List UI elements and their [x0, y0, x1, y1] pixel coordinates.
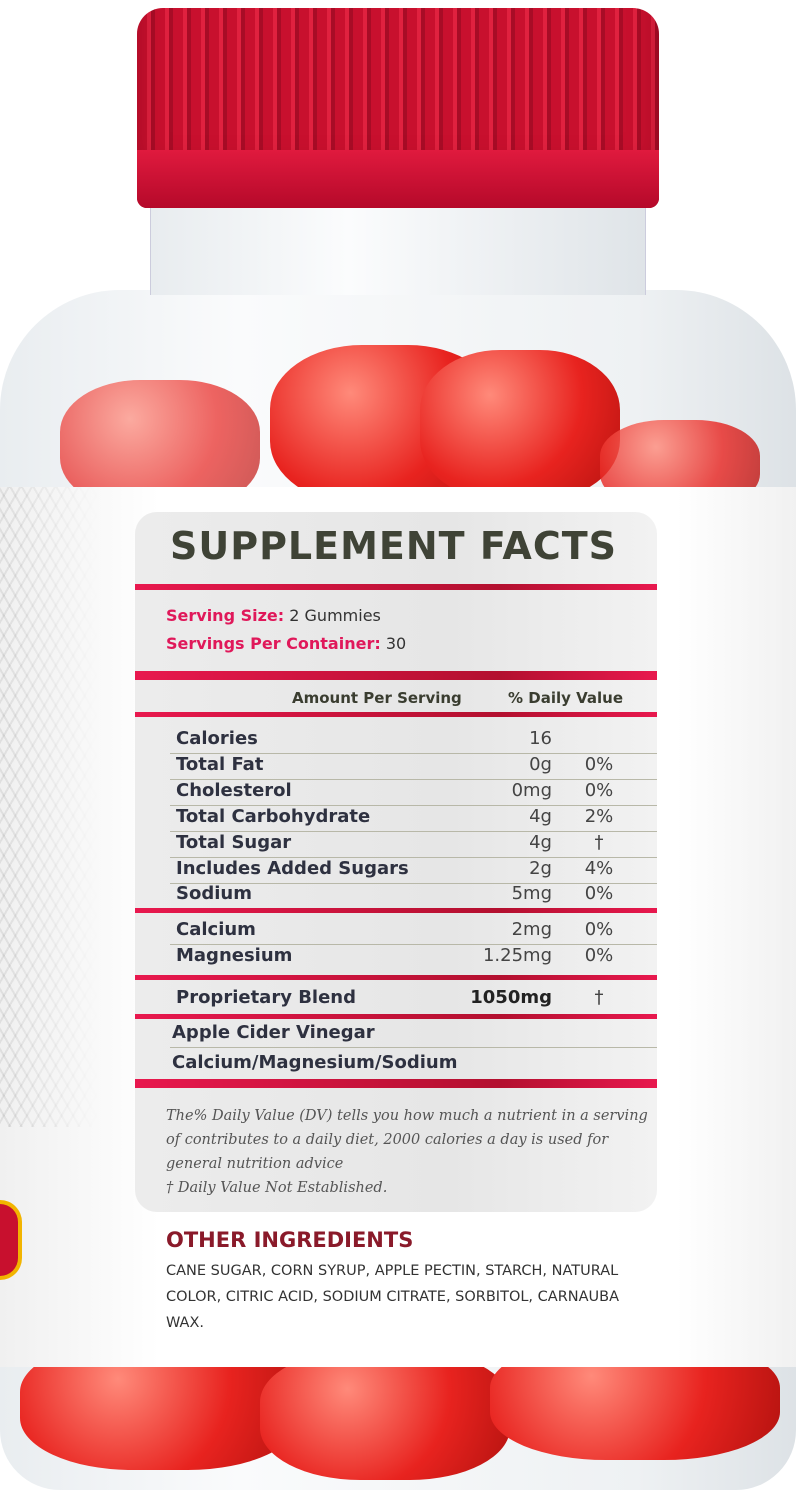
dv-header: % Daily Value: [508, 689, 624, 707]
nutrient-amount: 5mg: [511, 883, 552, 904]
nutrient-name: Apple Cider Vinegar: [172, 1022, 375, 1043]
amount-header: Amount Per Serving: [292, 689, 462, 707]
nutrient-dv: †: [594, 987, 604, 1008]
other-ingredients-heading: OTHER INGREDIENTS: [166, 1228, 414, 1252]
dv-footnote: The% Daily Value (DV) tells you how much…: [166, 1108, 648, 1172]
row-separator: [170, 831, 657, 832]
dagger-note: † Daily Value Not Established.: [166, 1180, 388, 1196]
nutrient-amount: 0mg: [511, 780, 552, 801]
nutrient-dv: 0%: [584, 919, 614, 940]
panel-title: SUPPLEMENT FACTS: [170, 524, 618, 568]
facts-row: Cholesterol 0mg 0%: [176, 780, 636, 806]
facts-row: Calories 16: [176, 728, 636, 754]
nutrient-dv: 2%: [584, 806, 614, 827]
nutrient-dv: 0%: [584, 754, 614, 775]
divider: [135, 1014, 657, 1019]
nutrient-amount: 2g: [529, 858, 552, 879]
servings-per-container: Servings Per Container: 30: [166, 634, 406, 653]
nutrient-amount: 16: [529, 728, 552, 749]
row-separator: [170, 1047, 657, 1048]
nutrient-name: Proprietary Blend: [176, 987, 356, 1008]
serving-size-label: Serving Size:: [166, 606, 285, 625]
nutrient-name: Total Fat: [176, 754, 264, 775]
nutrient-name: Calcium: [176, 919, 256, 940]
supplement-facts-panel: [135, 512, 657, 1212]
nutrient-dv: 0%: [584, 780, 614, 801]
nutrient-dv: 0%: [584, 883, 614, 904]
nutrient-name: Magnesium: [176, 945, 293, 966]
facts-row: Proprietary Blend 1050mg †: [176, 987, 636, 1013]
divider: [135, 1079, 657, 1088]
divider: [135, 712, 657, 717]
divider: [135, 671, 657, 680]
row-separator: [170, 779, 657, 780]
nutrient-name: Sodium: [176, 883, 252, 904]
nutrient-amount: 1.25mg: [482, 945, 552, 966]
gummy: [420, 350, 620, 500]
servings-value: 30: [385, 634, 407, 653]
other-ingredients-text: CANE SUGAR, CORN SYRUP, APPLE PECTIN, ST…: [166, 1263, 620, 1331]
facts-row: Includes Added Sugars 2g 4%: [176, 858, 636, 884]
nutrient-amount: 4g: [529, 832, 552, 853]
facts-row: Sodium 5mg 0%: [176, 883, 636, 909]
footnote: The% Daily Value (DV) tells you how much…: [166, 1104, 656, 1200]
nutrient-dv: 0%: [584, 945, 614, 966]
servings-label: Servings Per Container:: [166, 634, 381, 653]
nutrient-amount: 2mg: [511, 919, 552, 940]
facts-row: Magnesium 1.25mg 0%: [176, 945, 636, 971]
nutrient-dv: 4%: [584, 858, 614, 879]
nutrient-name: Includes Added Sugars: [176, 858, 409, 879]
gummy: [260, 1350, 510, 1480]
triangle-pattern: [0, 487, 100, 1127]
facts-row: Total Sugar 4g †: [176, 832, 636, 858]
facts-row: Calcium/Magnesium/Sodium: [172, 1052, 632, 1078]
nutrient-name: Calories: [176, 728, 258, 749]
divider: [135, 908, 657, 913]
row-separator: [170, 805, 657, 806]
row-separator: [170, 753, 657, 754]
divider: [135, 584, 657, 590]
nutrient-name: Total Carbohydrate: [176, 806, 371, 827]
bottle-neck: [150, 205, 646, 295]
facts-row: Total Fat 0g 0%: [176, 754, 636, 780]
nutrient-name: Calcium/Magnesium/Sodium: [172, 1052, 458, 1073]
badge-seal: [0, 1200, 22, 1280]
nutrient-amount: 0g: [529, 754, 552, 775]
nutrient-amount: 4g: [529, 806, 552, 827]
serving-size: Serving Size: 2 Gummies: [166, 606, 381, 625]
row-separator: [170, 857, 657, 858]
serving-size-value: 2 Gummies: [289, 606, 381, 625]
nutrient-amount: 1050mg: [470, 987, 552, 1008]
nutrient-dv: †: [594, 832, 604, 853]
divider: [135, 975, 657, 980]
facts-row: Calcium 2mg 0%: [176, 919, 636, 945]
facts-row: Apple Cider Vinegar: [172, 1022, 632, 1048]
facts-row: Total Carbohydrate 4g 2%: [176, 806, 636, 832]
row-separator: [170, 883, 657, 884]
cap-band: [137, 150, 659, 208]
nutrient-name: Total Sugar: [176, 832, 292, 853]
nutrient-name: Cholesterol: [176, 780, 292, 801]
row-separator: [170, 944, 657, 945]
